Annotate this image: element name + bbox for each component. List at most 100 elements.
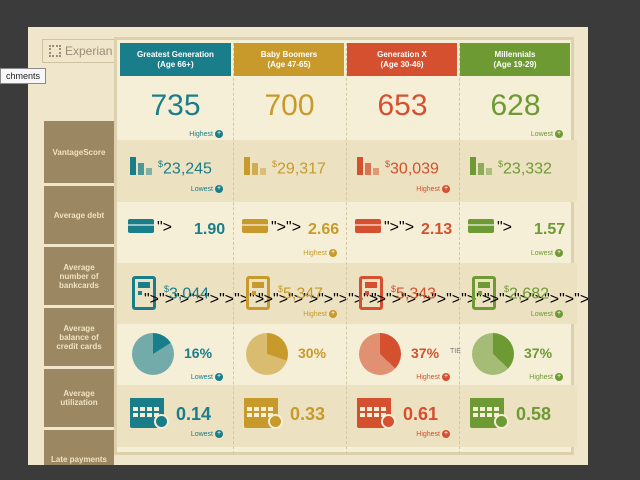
generation-table: Greatest Generation (Age 66+) 735 Highes… [114, 37, 588, 455]
plus-icon: + [215, 373, 223, 381]
average-balance: $5,343 [391, 284, 437, 303]
utilization-pie-icon [132, 333, 174, 375]
plus-icon: + [329, 249, 337, 257]
bar-chart-icon [244, 157, 266, 175]
clock-icon [154, 414, 169, 429]
generation-column: Millennials (Age 19-29) 628 Lowest + $23,… [459, 43, 588, 454]
row-label-vantagescore: VantageScore [44, 121, 114, 183]
generation-age: (Age 66+) [157, 60, 194, 69]
bar-chart-icon [130, 157, 152, 175]
row-label-balance: Average balance of credit cards [44, 308, 114, 366]
note-text: Highest [303, 310, 327, 318]
tie-label: TIE [450, 348, 461, 355]
average-utilization: 37% [411, 345, 440, 361]
row-label-utilization: Average utilization [44, 369, 114, 427]
plus-icon: + [215, 185, 223, 193]
note-badge: Lowest + [531, 310, 563, 318]
utilization-pie-icon [359, 333, 401, 375]
note-text: Lowest [190, 185, 213, 193]
generation-name: Millennials [494, 50, 536, 59]
utilization-pie-icon [246, 333, 288, 375]
generation-age: (Age 30-46) [380, 60, 424, 69]
plus-icon: + [555, 373, 563, 381]
calculator-icon: ">">">">">">">"> [359, 276, 491, 310]
bar-chart-icon [470, 157, 492, 175]
plus-icon: + [442, 430, 450, 438]
credit-card-icon: "> [468, 219, 528, 237]
plus-icon: + [442, 185, 450, 193]
average-debt: $30,039 [385, 159, 439, 178]
generation-column: Baby Boomers (Age 47-65) 700 $29,317 ">"… [233, 43, 378, 454]
average-balance: $3,044 [164, 284, 210, 303]
generation-column: Greatest Generation (Age 66+) 735 Highes… [120, 43, 264, 454]
generation-name: Baby Boomers [260, 50, 318, 59]
note-badge: Highest + [529, 373, 563, 381]
calculator-icon: ">">">">">">">"> [472, 276, 588, 310]
average-balance-value: 3,044 [169, 285, 210, 303]
note-badge: Lowest + [191, 185, 223, 193]
plus-icon: + [555, 249, 563, 257]
note-text: Highest [416, 430, 440, 438]
average-bankcards: 1.57 [534, 221, 566, 238]
generation-age: (Age 47-65) [267, 60, 311, 69]
utilization-pie-icon [472, 333, 514, 375]
late-payments: 0.58 [516, 404, 552, 424]
credit-card-icon: "> [128, 219, 188, 237]
average-debt-value: 29,317 [277, 160, 326, 178]
average-utilization: 37% [524, 345, 553, 361]
credit-card-icon: ">"> [355, 219, 415, 237]
average-utilization: 16% [184, 345, 213, 361]
row-band [117, 263, 577, 324]
note-text: Lowest [190, 430, 213, 438]
row-label-late: Late payments [44, 430, 114, 465]
note-badge: Highest + [189, 130, 223, 138]
experian-logo: Experian [42, 39, 120, 63]
average-bankcards: 1.90 [194, 221, 226, 238]
plus-icon: + [215, 430, 223, 438]
row-label-debt: Average debt [44, 186, 114, 244]
late-payments: 0.61 [403, 404, 439, 424]
note-text: Highest [416, 373, 440, 381]
generation-column: Generation X (Age 30-46) 653 $30,039 Hig… [346, 43, 491, 454]
note-text: Lowest [190, 373, 213, 381]
vantage-score: 700 [264, 89, 315, 122]
generation-header: Millennials (Age 19-29) [460, 43, 570, 76]
infographic-page: Experian VantageScore Average debt Avera… [28, 27, 588, 465]
plus-icon: + [555, 310, 563, 318]
note-badge: Lowest + [531, 249, 563, 257]
note-badge: Highest + [416, 373, 450, 381]
note-badge: Highest + [416, 430, 450, 438]
average-debt: $23,245 [158, 159, 212, 178]
bar-chart-icon [357, 157, 379, 175]
average-balance: $5,347 [278, 284, 324, 303]
generation-age: (Age 19-29) [493, 60, 537, 69]
average-balance: $2,682 [504, 284, 550, 303]
generation-name: Generation X [377, 50, 427, 59]
row-band [117, 140, 577, 202]
note-badge: Lowest + [531, 130, 563, 138]
calculator-icon: ">">">">">">">"> [246, 276, 378, 310]
average-balance-value: 2,682 [509, 285, 550, 303]
note-text: Lowest [530, 130, 553, 138]
average-debt-value: 23,332 [503, 160, 552, 178]
note-text: Highest [303, 249, 327, 257]
note-badge: Lowest + [191, 430, 223, 438]
note-text: Highest [189, 130, 213, 138]
note-text: Highest [416, 185, 440, 193]
average-debt: $29,317 [272, 159, 326, 178]
average-utilization: 30% [298, 345, 327, 361]
note-text: Highest [529, 373, 553, 381]
average-debt: $23,332 [498, 159, 552, 178]
late-payments: 0.33 [290, 404, 326, 424]
generation-header: Baby Boomers (Age 47-65) [234, 43, 344, 76]
note-badge: Highest + [303, 310, 337, 318]
average-balance-value: 5,347 [283, 285, 324, 303]
plus-icon: + [442, 373, 450, 381]
plus-icon: + [215, 130, 223, 138]
average-bankcards: 2.13 [421, 221, 453, 238]
note-badge: Highest + [416, 185, 450, 193]
note-text: Lowest [530, 310, 553, 318]
note-text: Lowest [530, 249, 553, 257]
clock-icon [268, 414, 283, 429]
clock-icon [494, 414, 509, 429]
